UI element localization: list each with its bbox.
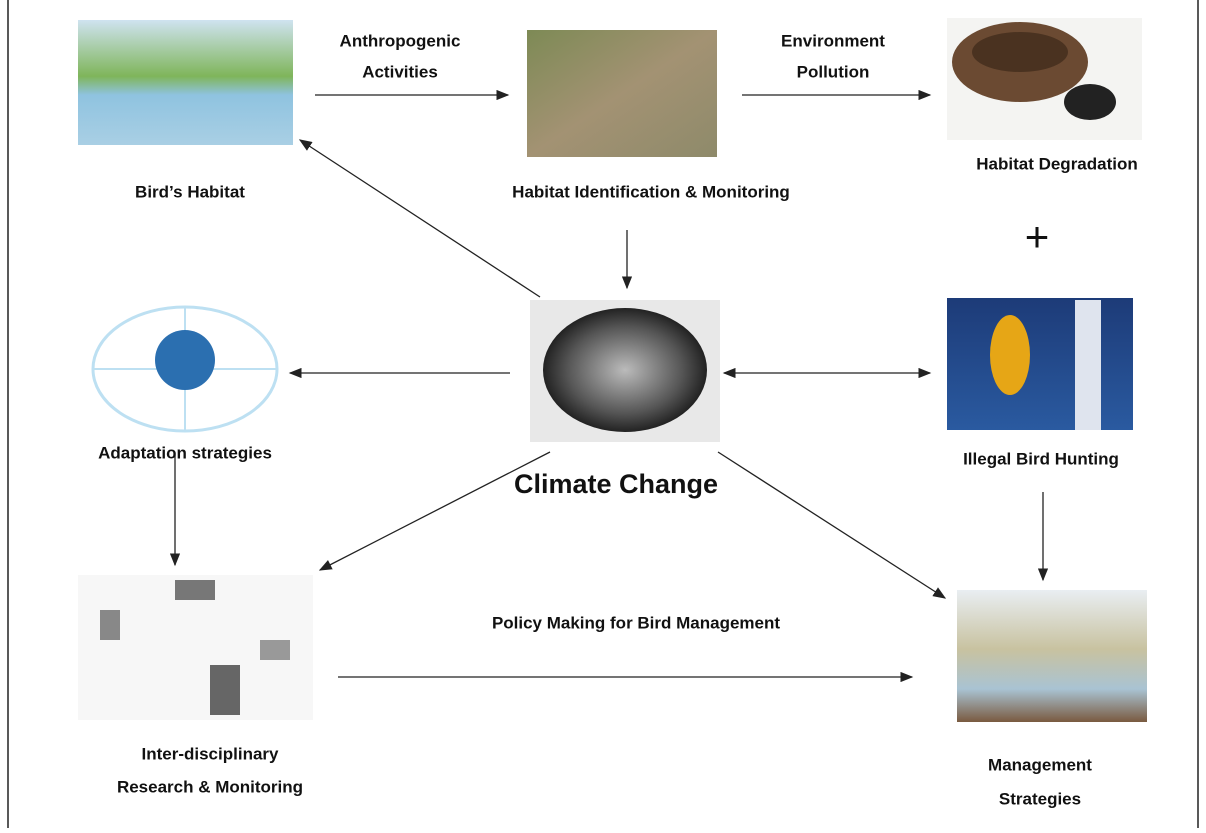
node-label: Habitat Identification & Monitoring [512,182,790,201]
arrow [300,140,540,297]
management-image [957,590,1147,722]
edge-label: Pollution [797,62,870,81]
node-label: Inter-disciplinary [142,744,280,763]
hunting-image [947,298,1133,430]
research-image [78,575,313,720]
edge-label: Anthropogenic [340,31,461,50]
arrow [718,452,945,598]
climate-image [530,300,720,442]
edge-label: Policy Making for Bird Management [492,613,780,632]
node-label: Strategies [999,789,1081,808]
plus-sign: + [1025,213,1050,260]
habitat-image [78,20,293,145]
node-label: Research & Monitoring [117,777,303,796]
node-label: Adaptation strategies [98,443,272,462]
nest-image [947,18,1142,140]
adaptation-image [93,307,277,431]
edge-label: Environment [781,31,885,50]
node-label: Habitat Degradation [976,154,1138,173]
node-label: Management [988,755,1092,774]
node-label: Bird’s Habitat [135,182,245,201]
monitoring-image [527,30,717,157]
edge-label: Activities [362,62,438,81]
node-label: Illegal Bird Hunting [963,449,1119,468]
diagram: Bird’s Habitat Habitat Identification & … [0,0,1206,828]
node-label: Climate Change [514,469,718,499]
